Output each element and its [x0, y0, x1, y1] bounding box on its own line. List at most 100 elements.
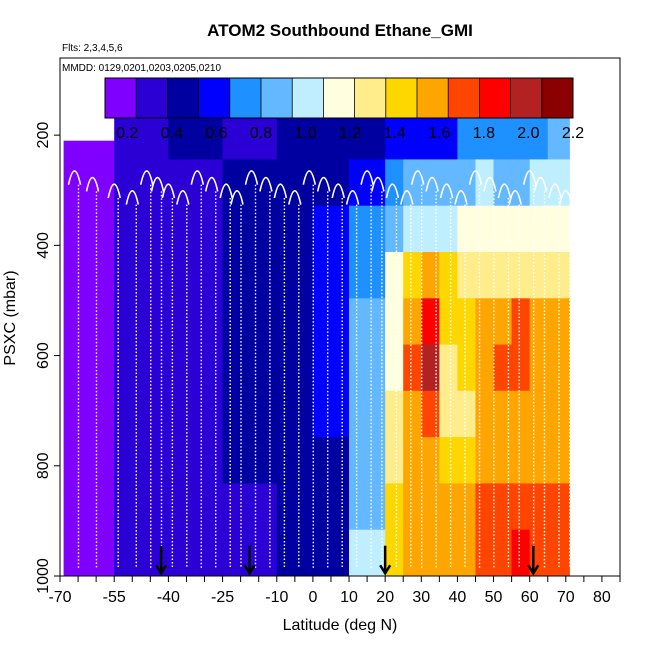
- heat-cell-c7-r0: [385, 113, 404, 160]
- heat-cell-c2-r8: [168, 483, 224, 531]
- heat-cell-c3-r7: [222, 437, 278, 484]
- colorbar-cell-3: [198, 78, 231, 118]
- heat-cell-c0-r2: [63, 227, 115, 272]
- heat-cell-c7-r1: [385, 159, 404, 207]
- heat-cell-c15-r8: [529, 483, 549, 531]
- heat-cell-c1-r2: [114, 205, 169, 253]
- heat-cell-c8-r2: [403, 205, 422, 253]
- heat-cell-c14-r4: [511, 298, 531, 346]
- profile-top-6: [161, 183, 176, 199]
- flights-subtitle: Flts: 2,3,4,5,6: [62, 43, 123, 54]
- heat-cell-c14-r5: [511, 344, 531, 392]
- heat-cell-c2-r5: [168, 344, 224, 392]
- heat-cell-c14-r6: [511, 390, 531, 438]
- heat-cell-c4-r5: [276, 344, 314, 392]
- flight-profiles: [67, 170, 573, 568]
- heat-cell-c15-r1: [529, 159, 549, 207]
- colorbar-cell-1: [136, 78, 168, 118]
- heat-cell-c11-r1: [457, 159, 476, 207]
- heat-cell-c9-r9: [421, 529, 440, 577]
- heat-cell-c4-r6: [276, 390, 314, 438]
- heat-cell-c10-r3: [439, 252, 458, 299]
- colorbar-cells: [104, 77, 574, 119]
- heat-cell-c2-r9: [168, 529, 224, 577]
- heat-cell-c12-r0: [475, 113, 495, 160]
- heat-cell-c8-r7: [403, 437, 422, 484]
- heat-cell-c2-r4: [168, 298, 224, 346]
- heat-cell-c0-r4: [63, 314, 115, 359]
- heat-cell-c14-r0: [511, 113, 531, 160]
- x-tick-label-1: -55: [103, 589, 126, 606]
- heat-cell-c4-r2: [276, 205, 314, 253]
- heat-cell-c3-r5: [222, 344, 278, 392]
- colorbar-cell-13: [510, 78, 543, 118]
- profile-top-33: [533, 176, 548, 192]
- heat-cell-c15-r4: [529, 298, 549, 346]
- heat-cell-c6-r2: [349, 205, 386, 253]
- x-tick-label-13: 80: [593, 589, 611, 606]
- heat-cell-c3-r6: [222, 390, 278, 438]
- heat-cell-c11-r8: [457, 483, 476, 531]
- profile-top-29: [483, 176, 497, 192]
- heat-cell-c13-r1: [493, 159, 513, 207]
- heat-cell-c9-r4: [421, 298, 440, 346]
- heat-cell-c6-r8: [349, 483, 386, 531]
- heat-cell-c16-r2: [547, 205, 570, 253]
- heat-cell-c11-r9: [457, 529, 476, 577]
- heat-cell-c15-r0: [529, 113, 549, 160]
- arrow-head-2: [379, 564, 392, 576]
- heat-cell-c1-r6: [114, 390, 169, 438]
- position-arrows: [155, 545, 540, 576]
- heat-cell-c4-r8: [276, 483, 314, 531]
- profile-top-34: [548, 183, 562, 199]
- y-tick-label-2: 600: [35, 342, 52, 369]
- heat-cell-c1-r5: [114, 344, 169, 392]
- x-tick-label-2: -40: [157, 589, 180, 606]
- profile-top-13: [259, 176, 273, 192]
- profile-top-1: [85, 176, 100, 192]
- heat-cell-c6-r3: [349, 252, 386, 299]
- heat-cell-c8-r6: [403, 390, 422, 438]
- heat-cell-c7-r8: [385, 483, 404, 531]
- heat-cell-c12-r9: [475, 529, 495, 577]
- heat-cell-c13-r7: [493, 437, 513, 484]
- y-axis-label: PSXC (mbar): [2, 270, 19, 365]
- heat-cell-c11-r2: [457, 205, 476, 253]
- heat-cell-c8-r9: [403, 529, 422, 577]
- colorbar-tick-label-8: 1.8: [473, 125, 495, 142]
- x-tick-label-4: -10: [265, 589, 288, 606]
- profile-top-18: [331, 183, 345, 199]
- colorbar-tick-label-1: 0.4: [161, 125, 183, 142]
- heat-cell-c9-r8: [421, 483, 440, 531]
- heat-cell-c0-r1: [63, 184, 115, 229]
- heat-cell-c5-r3: [312, 252, 350, 299]
- heat-cell-c7-r2: [385, 205, 404, 253]
- heat-cell-c2-r2: [168, 205, 224, 253]
- heat-cell-c10-r5: [439, 344, 458, 392]
- heat-cell-c8-r0: [403, 113, 422, 160]
- colorbar-tick-label-3: 0.8: [250, 125, 272, 142]
- profile-top-4: [139, 170, 154, 185]
- heat-cell-c7-r9: [385, 529, 404, 577]
- heat-cell-c4-r4: [276, 298, 314, 346]
- x-axis-label: Latitude (deg N): [283, 617, 398, 634]
- x-axis: -70 -55 -40 -25 -10 0 10 20 30 40 50 60 70 80: [48, 576, 621, 606]
- heat-cell-c14-r7: [511, 437, 531, 484]
- profile-top-24: [410, 170, 425, 185]
- heat-cell-c5-r4: [312, 298, 350, 346]
- heat-cell-c0-r5: [63, 358, 115, 403]
- profile-top-32: [522, 170, 537, 185]
- colorbar-tick-label-7: 1.6: [428, 125, 450, 142]
- heat-cell-c16-r5: [547, 344, 570, 392]
- profile-top-2: [107, 183, 121, 199]
- heat-cell-c0-r8: [63, 488, 115, 533]
- colorbar-tick-label-2: 0.6: [205, 125, 227, 142]
- heat-cell-c5-r5: [312, 344, 350, 392]
- profile-top-15: [288, 189, 302, 205]
- heat-cell-c8-r3: [403, 252, 422, 299]
- heat-cell-c2-r3: [168, 252, 224, 299]
- heat-cell-c1-r0: [114, 113, 169, 160]
- x-tick-label-5: 0: [308, 589, 317, 606]
- heat-cell-c10-r0: [439, 113, 458, 160]
- arrow-head-0: [155, 564, 168, 576]
